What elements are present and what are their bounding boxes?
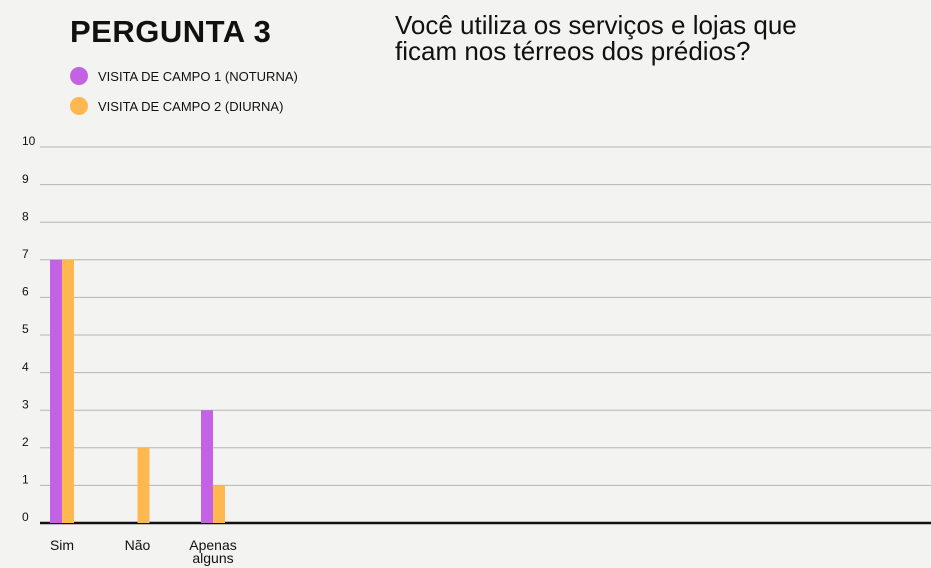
y-tick-label: 7 bbox=[22, 247, 29, 261]
bar bbox=[201, 410, 213, 523]
bar bbox=[137, 447, 150, 523]
legend-swatch bbox=[70, 67, 88, 85]
x-tick-label: Não bbox=[124, 537, 151, 553]
chart-title: PERGUNTA 3 bbox=[70, 14, 272, 49]
y-tick-label: 6 bbox=[22, 285, 29, 299]
bar bbox=[62, 259, 74, 523]
y-tick-label: 5 bbox=[22, 322, 29, 336]
legend-entry: VISITA DE CAMPO 1 (NOTURNA) bbox=[70, 67, 298, 85]
y-tick-label: 3 bbox=[22, 397, 29, 411]
x-tick-label: Sim bbox=[49, 537, 75, 553]
y-tick-label: 10 bbox=[22, 134, 36, 148]
bar bbox=[50, 259, 62, 523]
y-tick-label: 8 bbox=[22, 209, 29, 223]
y-tick-label: 4 bbox=[22, 360, 29, 374]
chart-subtitle: Você utiliza os serviços e lojas que fic… bbox=[395, 10, 797, 66]
x-tick-label: Apenas alguns bbox=[189, 537, 237, 566]
y-tick-label: 0 bbox=[22, 510, 29, 524]
legend-label: VISITA DE CAMPO 2 (DIURNA) bbox=[98, 98, 284, 114]
legend-label: VISITA DE CAMPO 1 (NOTURNA) bbox=[98, 68, 298, 84]
y-tick-label: 2 bbox=[22, 435, 29, 449]
legend-swatch bbox=[70, 97, 88, 115]
bar bbox=[213, 485, 225, 523]
legend-entry: VISITA DE CAMPO 2 (DIURNA) bbox=[70, 97, 283, 115]
y-tick-label: 1 bbox=[22, 473, 29, 487]
y-tick-label: 9 bbox=[22, 172, 29, 186]
